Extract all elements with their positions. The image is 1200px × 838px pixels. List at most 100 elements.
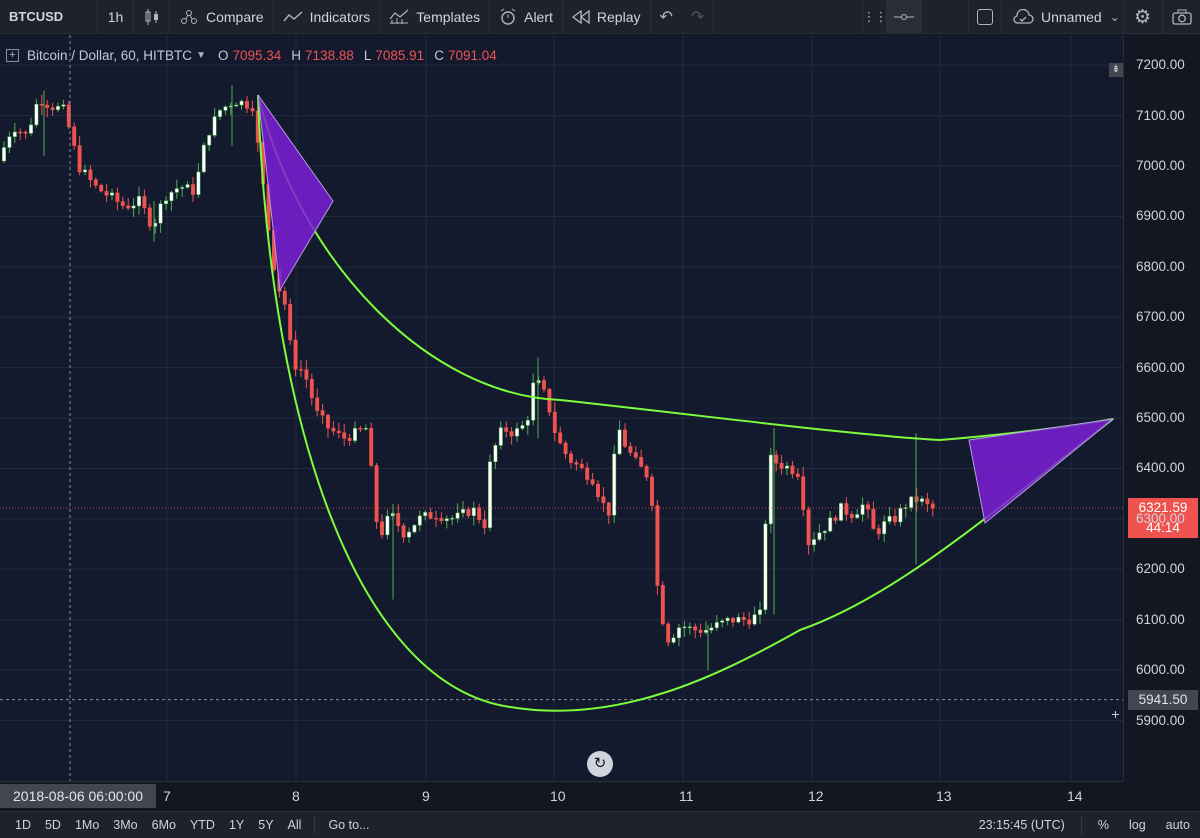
time-tick-label: 13: [936, 788, 952, 804]
candle-up: [450, 518, 455, 520]
percent-toggle[interactable]: %: [1097, 818, 1109, 832]
time-axis[interactable]: 2018-08-06 06:00:00 7 8 9 10 11 12 13 14: [0, 781, 1123, 811]
candle-down: [147, 207, 152, 227]
fullscreen-button[interactable]: [968, 0, 1002, 34]
close-value: 7091.04: [447, 48, 497, 63]
candle-up: [407, 531, 411, 538]
candle-up: [768, 454, 773, 525]
interval-button[interactable]: 1h: [98, 0, 134, 34]
candle-down: [590, 479, 595, 485]
symbol-search[interactable]: BTCUSD: [0, 0, 98, 34]
indicators-button[interactable]: Indicators: [274, 0, 381, 34]
candle-up: [185, 184, 190, 188]
price-axis[interactable]: 6321.59 44:14 5941.50 7200.00 7100.00 7000…: [1123, 35, 1200, 781]
candle-down: [596, 483, 600, 497]
goto-button[interactable]: Go to...: [328, 818, 370, 832]
chart-pane[interactable]: + Bitcoin / Dollar, 60, HITBTC ▼ O 7095.3…: [0, 35, 1123, 781]
candle-up: [714, 622, 719, 629]
alert-button[interactable]: Alert: [490, 0, 563, 34]
candle-down: [347, 438, 352, 441]
range-1y[interactable]: 1Y: [228, 818, 245, 832]
candle-down: [282, 290, 287, 305]
close-label: C: [434, 48, 444, 63]
candle-up: [860, 504, 865, 515]
low-label: L: [363, 48, 372, 63]
candle-up: [671, 637, 676, 643]
candle-up: [882, 521, 887, 535]
plus-icon[interactable]: +: [1111, 706, 1120, 722]
range-3mo[interactable]: 3Mo: [113, 818, 138, 832]
candle-down: [466, 508, 471, 517]
expand-icon[interactable]: +: [6, 49, 19, 62]
candles-icon: [145, 8, 158, 25]
candle-up: [61, 104, 66, 107]
open-value: 7095.34: [232, 48, 282, 63]
candle-down: [369, 428, 374, 466]
range-5d[interactable]: 5D: [44, 818, 61, 832]
candle-down: [434, 517, 438, 520]
series-title[interactable]: Bitcoin / Dollar, 60, HITBTC: [27, 48, 193, 63]
candle-down: [120, 201, 125, 206]
compare-label: Compare: [206, 8, 264, 25]
compare-button[interactable]: Compare: [170, 0, 274, 34]
candle-up: [709, 627, 714, 631]
time-tick-label: 9: [422, 788, 430, 804]
candle-up: [56, 106, 60, 110]
redo-button[interactable]: ↷: [682, 0, 715, 34]
lower-curve-line: [257, 94, 1114, 712]
chart-style-button[interactable]: [134, 0, 170, 34]
price-tick-label: 7000.00: [1136, 158, 1185, 174]
indicators-label: Indicators: [309, 8, 371, 25]
templates-button[interactable]: Templates: [380, 0, 491, 34]
candle-down: [693, 626, 698, 631]
undo-button[interactable]: ↶: [651, 0, 682, 34]
candle-down: [731, 617, 735, 623]
candle-down: [795, 473, 800, 477]
reset-chart-icon[interactable]: ↻: [587, 751, 613, 777]
compare-icon: [181, 9, 197, 24]
candle-down: [142, 196, 147, 209]
candle-up: [687, 626, 692, 628]
replay-button[interactable]: Replay: [563, 0, 651, 34]
range-5y[interactable]: 5Y: [258, 818, 274, 832]
auto-toggle[interactable]: auto: [1165, 818, 1190, 832]
settings-button[interactable]: ⚙: [1124, 0, 1160, 34]
bottom-toolbar: 1D 5D 1Mo 3Mo 6Mo YTD 1Y 5Y All Go to... 23:15:4…: [0, 811, 1200, 838]
range-1mo[interactable]: 1Mo: [74, 818, 100, 832]
drawing-toolbar-toggle[interactable]: ⋮⋮: [862, 0, 922, 34]
candle-down: [509, 431, 514, 437]
candle-up: [612, 453, 617, 516]
scroll-to-end-icon[interactable]: ⇟: [1109, 63, 1123, 77]
screenshot-button[interactable]: [1162, 0, 1200, 34]
utc-clock[interactable]: 23:15:45 (UTC): [978, 818, 1065, 832]
range-ytd[interactable]: YTD: [189, 818, 215, 832]
horizontal-line-tool-icon[interactable]: [886, 0, 922, 34]
candle-up: [520, 425, 525, 429]
candle-down: [396, 513, 401, 526]
time-tick-label: 14: [1067, 788, 1083, 804]
range-1d[interactable]: 1D: [15, 818, 31, 832]
high-label: H: [291, 48, 302, 63]
candle-down: [288, 304, 293, 341]
candle-up: [763, 523, 768, 610]
candle-down: [77, 145, 82, 173]
candle-up: [207, 135, 212, 146]
candle-up: [525, 420, 530, 426]
time-tick-label: 8: [292, 788, 300, 804]
candle-up: [110, 192, 114, 196]
chevron-down-icon[interactable]: ▼: [196, 50, 206, 61]
candle-up: [29, 124, 33, 134]
candle-down: [790, 465, 795, 475]
low-value: 7085.91: [375, 48, 425, 63]
candle-up: [736, 616, 741, 623]
range-all[interactable]: All: [287, 818, 302, 832]
candle-down: [558, 432, 563, 444]
log-toggle[interactable]: log: [1128, 818, 1146, 832]
price-chart[interactable]: [0, 35, 1123, 781]
layout-button[interactable]: Unnamed ⌄: [1012, 0, 1120, 34]
range-6mo[interactable]: 6Mo: [151, 818, 176, 832]
candle-down: [666, 623, 671, 643]
candle-up: [212, 116, 217, 136]
candle-up: [239, 100, 244, 106]
candle-up: [839, 503, 843, 521]
